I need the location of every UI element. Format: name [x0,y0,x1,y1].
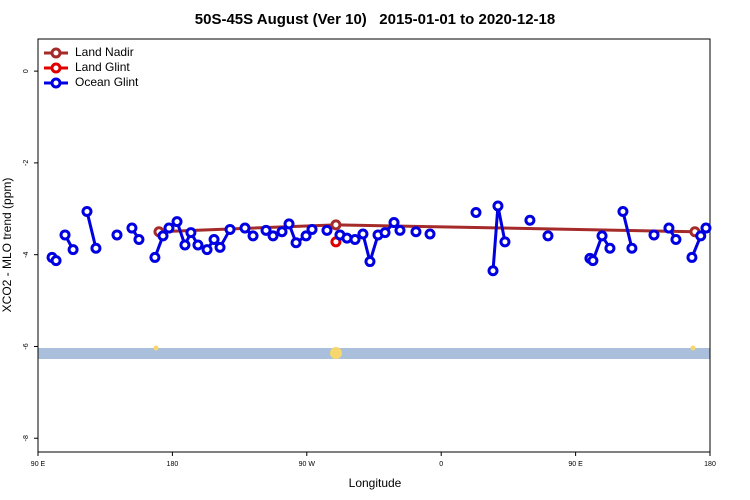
x-tick-label: 90 E [31,461,46,468]
point [208,234,220,246]
point [306,223,318,235]
legend-label: Land Nadir [75,45,134,59]
y-tick-label: -2 [23,160,30,166]
point [224,223,236,235]
point [111,229,123,241]
point [290,237,302,249]
point [487,265,499,277]
chart-title: 50S-45S August (Ver 10) 2015-01-01 to 20… [195,11,555,28]
point [321,224,333,236]
point [617,206,629,218]
y-tick-label: -4 [23,251,30,257]
point [700,222,712,234]
x-tick-label: 90 E [568,461,583,468]
x-tick-label: 180 [704,461,716,468]
point [524,214,536,226]
x-tick-label: 90 W [299,461,316,468]
point [192,239,204,251]
point [604,242,616,254]
x-tick-label: 180 [167,461,179,468]
point [239,222,251,234]
point [499,236,511,248]
y-axis-label: XCO2 - MLO trend (ppm) [0,178,14,313]
legend-marker [50,62,62,74]
point [171,216,183,228]
legend-marker [50,77,62,89]
y-tick-label: -8 [23,435,30,441]
point [542,230,554,242]
point [276,226,288,238]
point [149,251,161,263]
land-spot [690,345,696,351]
point [260,224,272,236]
point [695,230,707,242]
point [349,234,361,246]
point [394,224,406,236]
point [81,206,93,218]
point [179,239,191,251]
x-tick-label: 0 [439,461,443,468]
legend-label: Land Glint [75,60,130,74]
point [626,242,638,254]
point [214,241,226,253]
point [587,255,599,267]
land-spot [153,345,159,351]
point [201,244,213,256]
point [492,200,504,212]
point [424,228,436,240]
point [157,230,169,242]
point [686,251,698,263]
point [247,230,259,242]
point [663,222,675,234]
point [470,206,482,218]
plot-frame [37,38,711,453]
y-tick-label: -6 [23,343,30,349]
point [596,230,608,242]
point [300,230,312,242]
point [59,229,71,241]
point [283,218,295,230]
point [357,228,369,240]
point [379,227,391,239]
land-strip [38,348,710,359]
point [50,255,62,267]
point [410,226,422,238]
y-tick-label: 0 [23,69,30,73]
legend-marker [50,47,62,59]
point [185,227,197,239]
x-axis-label: Longitude [349,476,402,490]
legend-label: Ocean Glint [75,75,139,89]
point [388,217,400,229]
land-spot [330,347,342,359]
point [67,244,79,256]
point [163,222,175,234]
point [330,219,342,231]
point [126,222,138,234]
point [267,230,279,242]
point [670,234,682,246]
point [90,242,102,254]
point [133,234,145,246]
point [648,229,660,241]
point [364,256,376,268]
